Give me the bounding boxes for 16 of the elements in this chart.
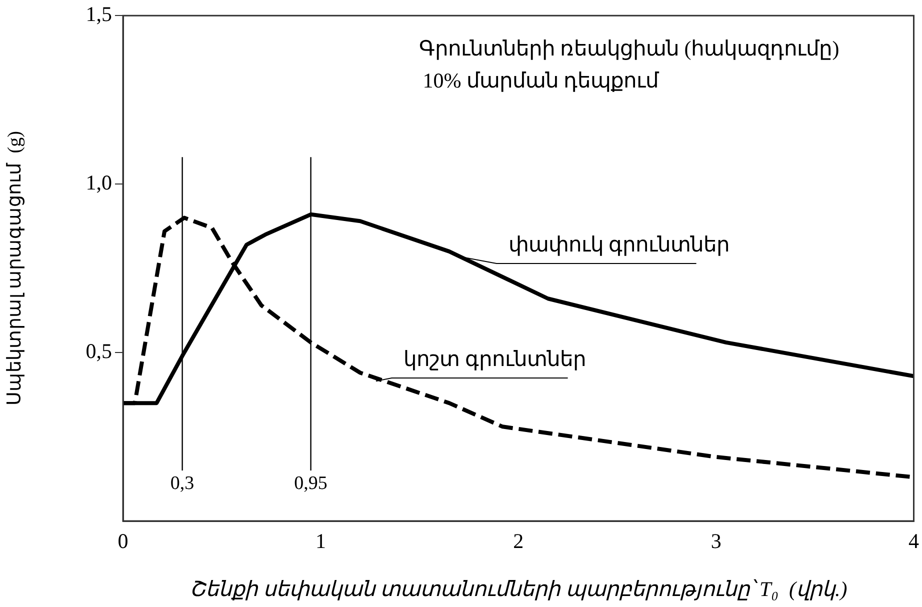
x-tick-label: 1 bbox=[315, 529, 326, 554]
x-tick-label: 4 bbox=[908, 529, 920, 554]
x-tick-label: 3 bbox=[710, 529, 722, 554]
y-tick-label: 1,5 bbox=[86, 2, 112, 26]
ref-line-label: 0,3 bbox=[170, 472, 194, 494]
y-axis-title: Սպեկտրալ արագացում (g) bbox=[4, 131, 26, 406]
x-axis-title: Շենքի սեփական տատանումների պարբերությունը՝ T₀ (վրկ.) bbox=[190, 576, 848, 601]
series-label: փափուկ գրունտներ bbox=[508, 232, 730, 256]
y-tick-label: 1,0 bbox=[86, 170, 112, 195]
annotation: 10% մարման դեպքում bbox=[422, 68, 660, 93]
annotation: Գրունտների ռեակցիան (հակազդումը) bbox=[418, 36, 840, 61]
x-tick-label: 0 bbox=[118, 529, 128, 554]
ref-line-label: 0,95 bbox=[294, 472, 328, 494]
y-tick-label: 0,5 bbox=[86, 339, 112, 364]
x-tick-label: 2 bbox=[513, 529, 524, 554]
series-label: կոշտ գրունտներ bbox=[404, 347, 586, 372]
